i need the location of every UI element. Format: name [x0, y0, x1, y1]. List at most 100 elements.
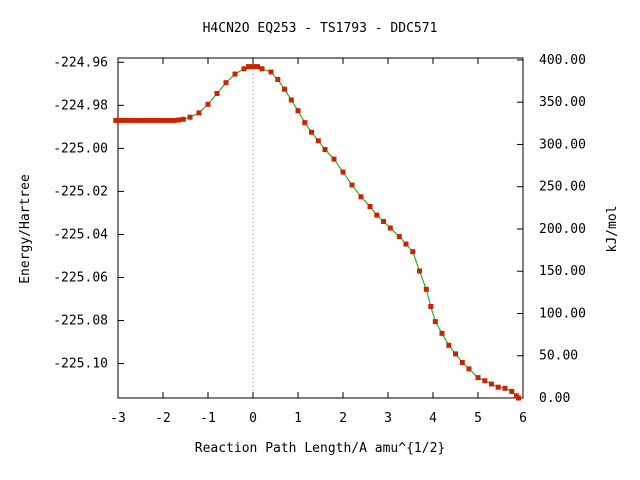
y-tick-label: -225.02 — [53, 184, 108, 199]
data-point — [502, 385, 508, 391]
data-point — [466, 366, 472, 372]
data-point — [396, 234, 402, 240]
energy-profile-points — [113, 64, 521, 401]
data-point — [428, 304, 434, 309]
data-point — [187, 114, 193, 120]
x-tick-label: 3 — [384, 411, 392, 426]
data-point — [171, 117, 177, 123]
y2-tick-label: 250.00 — [539, 180, 586, 195]
data-point — [268, 69, 274, 75]
data-point — [149, 117, 155, 123]
data-point — [288, 97, 294, 103]
data-point — [423, 286, 429, 292]
data-point — [482, 378, 488, 384]
data-point — [158, 117, 164, 123]
data-point — [205, 101, 211, 107]
y-axis-ticks: -224.96 -224.98 -225.00 -225.02 -225.04 -225.… — [53, 55, 124, 372]
y2-tick-label: 350.00 — [539, 95, 586, 110]
data-point — [309, 129, 314, 135]
data-point — [315, 138, 321, 144]
data-point — [509, 389, 515, 394]
data-point — [302, 120, 308, 126]
data-point — [381, 219, 386, 224]
data-point — [367, 204, 373, 209]
y-tick-label: -225.06 — [53, 270, 108, 285]
data-point — [113, 117, 119, 123]
data-point — [417, 268, 422, 274]
data-point — [122, 117, 128, 123]
y-tick-label: -225.00 — [53, 141, 108, 156]
y2-tick-label: 150.00 — [539, 264, 586, 279]
data-point — [340, 169, 346, 175]
y-tick-label: -224.98 — [53, 98, 108, 113]
data-point — [117, 117, 123, 123]
data-point — [295, 108, 301, 114]
x-tick-label: 6 — [519, 411, 527, 426]
x-axis-label: Reaction Path Length/A amu^{1/2} — [195, 441, 445, 456]
data-point — [322, 147, 328, 152]
data-point — [459, 360, 465, 365]
chart-title: H4CN2O EQ253 - TS1793 - DDC571 — [203, 21, 438, 36]
y-tick-label: -225.04 — [53, 227, 108, 242]
data-point — [232, 71, 238, 77]
data-point — [349, 182, 355, 188]
y2-tick-label: 300.00 — [539, 137, 586, 152]
x-tick-label: 4 — [429, 411, 437, 426]
x-tick-label: 1 — [294, 411, 302, 426]
x-tick-label: -3 — [110, 411, 126, 426]
x-tick-label: 2 — [339, 411, 347, 426]
x-axis-ticks: -3 -2 -1 0 1 2 3 4 5 6 — [110, 58, 527, 426]
data-point — [387, 225, 393, 231]
data-point — [374, 212, 380, 218]
energy-profile-line — [115, 66, 519, 399]
y2-tick-label: 50.00 — [539, 349, 578, 364]
y-tick-label: -225.08 — [53, 314, 108, 329]
data-point — [153, 117, 159, 123]
y2-axis-ticks: 400.00 350.00 300.00 250.00 200.00 150.00 100.… — [517, 53, 586, 406]
data-point — [275, 77, 281, 82]
data-point — [126, 117, 132, 123]
data-point — [259, 66, 265, 72]
data-point — [214, 91, 220, 96]
plot-area-frame — [117, 57, 524, 399]
data-point — [255, 64, 260, 70]
data-point — [489, 381, 494, 387]
data-point — [162, 117, 168, 123]
x-tick-label: -2 — [155, 411, 171, 426]
data-point — [180, 116, 186, 122]
data-point — [475, 375, 481, 381]
data-point — [439, 330, 445, 336]
data-point — [241, 66, 247, 72]
data-point — [167, 117, 173, 123]
data-point — [246, 64, 251, 70]
data-point — [250, 64, 256, 70]
data-point — [453, 351, 458, 357]
y2-axis-label: kJ/mol — [605, 206, 620, 253]
x-tick-label: -1 — [200, 411, 216, 426]
data-point — [495, 384, 501, 390]
data-point — [135, 117, 141, 123]
y2-tick-label: 0.00 — [539, 391, 570, 406]
data-point — [140, 117, 146, 123]
data-point — [176, 117, 182, 123]
data-point — [223, 80, 229, 86]
y2-tick-label: 100.00 — [539, 306, 586, 321]
data-point — [516, 395, 521, 401]
data-point — [403, 241, 409, 247]
y-axis-label: Energy/Hartree — [18, 174, 33, 284]
data-point — [282, 86, 287, 92]
data-point — [196, 110, 202, 116]
y2-tick-label: 200.00 — [539, 222, 586, 237]
y2-tick-label: 400.00 — [539, 53, 586, 68]
data-point — [331, 156, 337, 162]
x-tick-label: 5 — [474, 411, 482, 426]
y-tick-label: -224.96 — [53, 55, 108, 70]
data-point — [446, 342, 452, 348]
data-point — [144, 117, 150, 123]
y-tick-label: -225.10 — [53, 357, 108, 372]
x-tick-label: 0 — [249, 411, 257, 426]
data-point — [358, 194, 364, 200]
data-point — [131, 117, 137, 123]
data-point — [410, 249, 416, 255]
